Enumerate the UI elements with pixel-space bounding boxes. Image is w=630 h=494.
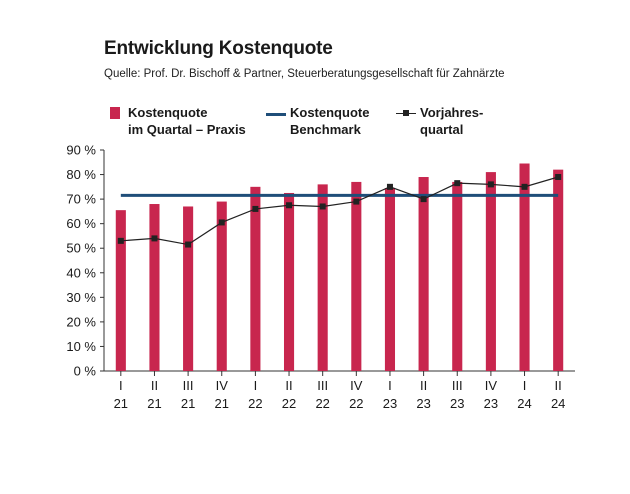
previous-year-marker	[454, 180, 461, 187]
bar	[418, 177, 429, 371]
chart-title: Entwicklung Kostenquote	[104, 38, 333, 59]
y-tick-label: 20 %	[66, 314, 96, 329]
x-tick-label-year: 22	[282, 396, 296, 411]
chart-source: Quelle: Prof. Dr. Bischoff & Partner, St…	[104, 68, 505, 80]
x-tick-label-quarter: II	[285, 378, 292, 393]
x-tick-label-year: 22	[349, 396, 363, 411]
previous-year-marker	[555, 174, 562, 181]
x-tick-label-quarter: I	[523, 378, 527, 393]
x-tick-label-year: 23	[484, 396, 498, 411]
x-tick-label-year: 21	[215, 396, 229, 411]
previous-year-marker	[487, 181, 494, 188]
previous-year-marker	[353, 198, 360, 205]
bar	[485, 172, 496, 371]
bar	[283, 192, 295, 371]
previous-year-marker	[117, 237, 124, 244]
bar	[384, 188, 396, 371]
y-tick-label: 40 %	[66, 265, 96, 280]
previous-year-marker	[218, 219, 225, 226]
y-tick-label: 10 %	[66, 339, 96, 354]
x-tick-label-quarter: IV	[350, 378, 363, 393]
y-tick-label: 50 %	[66, 241, 96, 256]
bar	[519, 163, 530, 371]
x-tick-label-quarter: III	[183, 378, 194, 393]
x-tick-label-quarter: III	[317, 378, 328, 393]
x-tick-label-year: 23	[383, 396, 397, 411]
x-tick-label-quarter: II	[151, 378, 158, 393]
previous-year-marker	[319, 203, 326, 210]
x-tick-label-quarter: I	[254, 378, 258, 393]
legend-benchmark-swatch	[266, 113, 286, 116]
legend-benchmark-label-1: Kostenquote	[290, 105, 370, 120]
legend-prev-label-2: quartal	[420, 122, 464, 137]
bar	[216, 201, 227, 371]
legend-prev-label-1: Vorjahres-	[420, 105, 484, 120]
bar	[149, 204, 160, 371]
x-tick-label-year: 21	[181, 396, 195, 411]
y-tick-label: 0 %	[74, 364, 97, 379]
bar	[351, 181, 362, 371]
legend-bar-label-2: im Quartal – Praxis	[128, 122, 246, 137]
previous-year-marker	[386, 183, 393, 190]
x-tick-label-quarter: III	[452, 378, 463, 393]
y-tick-label: 70 %	[66, 192, 96, 207]
bar	[317, 184, 328, 371]
y-tick-label: 30 %	[66, 290, 96, 305]
bar	[115, 210, 126, 371]
bar	[183, 206, 194, 371]
x-tick-label-quarter: II	[555, 378, 562, 393]
previous-year-marker	[286, 202, 293, 209]
y-tick-label: 60 %	[66, 216, 96, 231]
x-tick-label-year: 23	[450, 396, 464, 411]
bar	[452, 181, 463, 371]
x-tick-label-quarter: I	[119, 378, 123, 393]
bar	[553, 169, 564, 371]
x-tick-label-year: 22	[248, 396, 262, 411]
x-tick-label-year: 23	[416, 396, 430, 411]
x-tick-label-quarter: IV	[485, 378, 498, 393]
chart-legend: Kostenquote im Quartal – Praxis Kostenqu…	[0, 104, 630, 144]
y-tick-label: 90 %	[66, 143, 96, 158]
y-tick-label: 80 %	[66, 167, 96, 182]
x-tick-label-year: 24	[551, 396, 565, 411]
x-tick-label-year: 21	[114, 396, 128, 411]
legend-bar-label-1: Kostenquote	[128, 105, 208, 120]
previous-year-marker	[185, 241, 192, 248]
legend-prev-marker-swatch	[403, 110, 409, 116]
previous-year-line	[120, 176, 559, 246]
previous-year-marker	[420, 196, 427, 203]
x-tick-label-year: 22	[315, 396, 329, 411]
legend-bar-swatch	[110, 107, 120, 119]
bar	[250, 186, 261, 371]
previous-year-marker	[252, 205, 259, 212]
x-tick-label-quarter: I	[388, 378, 392, 393]
previous-year-marker	[151, 235, 158, 242]
x-tick-label-year: 24	[517, 396, 531, 411]
x-tick-label-year: 21	[147, 396, 161, 411]
previous-year-marker	[521, 183, 528, 190]
legend-benchmark-label-2: Benchmark	[290, 122, 361, 137]
x-tick-label-quarter: II	[420, 378, 427, 393]
x-tick-label-quarter: IV	[216, 378, 229, 393]
